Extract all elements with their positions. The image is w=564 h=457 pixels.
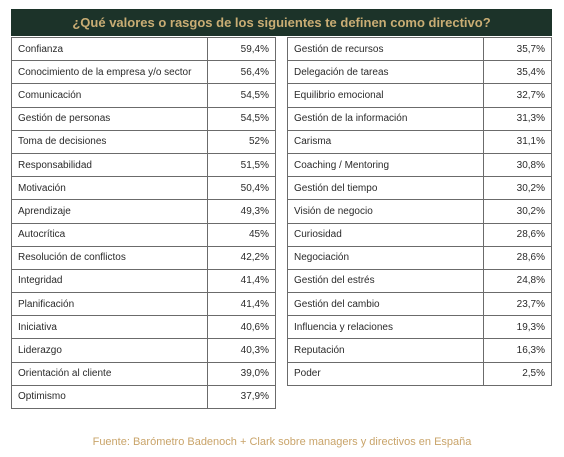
trait-percentage: 51,5% xyxy=(207,152,276,178)
trait-percentage: 42,2% xyxy=(207,245,276,270)
table-row: Poder 2,5% xyxy=(287,361,552,386)
trait-label: Gestión de personas xyxy=(11,106,208,131)
trait-label: Resolución de conflictos xyxy=(11,245,208,270)
table-title: ¿Qué valores o rasgos de los siguientes … xyxy=(11,9,552,36)
table-row: Gestión del estrés 24,8% xyxy=(287,268,552,294)
trait-percentage: 35,7% xyxy=(483,36,552,62)
table-row: Equilibrio emocional 32,7% xyxy=(287,83,552,108)
table-row: Gestión de recursos 35,7% xyxy=(287,36,552,62)
trait-percentage: 19,3% xyxy=(483,315,552,340)
trait-label: Confianza xyxy=(11,36,208,62)
trait-label: Gestión de la información xyxy=(287,106,484,131)
trait-label: Reputación xyxy=(287,338,484,363)
trait-percentage: 41,4% xyxy=(207,292,276,317)
table-row: Iniciativa 40,6% xyxy=(11,315,276,340)
trait-label: Conocimiento de la empresa y/o sector xyxy=(11,60,208,85)
table-row: Toma de decisiones 52% xyxy=(11,129,276,154)
trait-label: Comunicación xyxy=(11,83,208,108)
trait-label: Orientación al cliente xyxy=(11,361,208,386)
trait-label: Influencia y relaciones xyxy=(287,315,484,340)
table-row: Gestión de personas 54,5% xyxy=(11,106,276,131)
trait-label: Gestión del tiempo xyxy=(287,176,484,201)
table-row: Orientación al cliente 39,0% xyxy=(11,361,276,386)
trait-label: Gestión del cambio xyxy=(287,292,484,317)
table-row: Delegación de tareas 35,4% xyxy=(287,60,552,85)
trait-percentage: 31,3% xyxy=(483,106,552,131)
trait-percentage: 45% xyxy=(207,222,276,247)
trait-label: Equilibrio emocional xyxy=(287,83,484,108)
table-row: Gestión del cambio 23,7% xyxy=(287,292,552,317)
trait-percentage: 56,4% xyxy=(207,60,276,85)
table-row: Conocimiento de la empresa y/o sector 56,… xyxy=(11,60,276,85)
trait-percentage: 59,4% xyxy=(207,36,276,62)
table-row: Gestión del tiempo 30,2% xyxy=(287,176,552,201)
trait-label: Gestión del estrés xyxy=(287,268,484,294)
trait-percentage: 23,7% xyxy=(483,292,552,317)
trait-percentage: 40,3% xyxy=(207,338,276,363)
table-row: Optimismo 37,9% xyxy=(11,384,276,410)
trait-percentage: 52% xyxy=(207,129,276,154)
trait-percentage: 32,7% xyxy=(483,83,552,108)
trait-percentage: 54,5% xyxy=(207,106,276,131)
trait-label: Gestión de recursos xyxy=(287,36,484,62)
trait-percentage: 35,4% xyxy=(483,60,552,85)
trait-percentage: 28,6% xyxy=(483,245,552,270)
trait-percentage: 28,6% xyxy=(483,222,552,247)
trait-label: Autocrítica xyxy=(11,222,208,247)
trait-label: Optimismo xyxy=(11,384,208,410)
trait-percentage: 30,2% xyxy=(483,199,552,224)
source-note: Fuente: Barómetro Badenoch + Clark sobre… xyxy=(92,436,472,448)
table-row: Visión de negocio 30,2% xyxy=(287,199,552,224)
table-row: Aprendizaje 49,3% xyxy=(11,199,276,224)
trait-percentage: 40,6% xyxy=(207,315,276,340)
trait-percentage: 50,4% xyxy=(207,176,276,201)
trait-label: Responsabilidad xyxy=(11,152,208,178)
table-row: Carisma 31,1% xyxy=(287,129,552,154)
table-row: Influencia y relaciones 19,3% xyxy=(287,315,552,340)
trait-percentage: 30,2% xyxy=(483,176,552,201)
trait-label: Integridad xyxy=(11,268,208,294)
values-table-left: Confianza 59,4% Conocimiento de la empresa… xyxy=(11,36,276,410)
trait-percentage: 39,0% xyxy=(207,361,276,386)
trait-label: Planificación xyxy=(11,292,208,317)
table-row: Autocrítica 45% xyxy=(11,222,276,247)
table-row: Planificación 41,4% xyxy=(11,292,276,317)
trait-label: Delegación de tareas xyxy=(287,60,484,85)
trait-label: Liderazgo xyxy=(11,338,208,363)
trait-label: Aprendizaje xyxy=(11,199,208,224)
table-row: Motivación 50,4% xyxy=(11,176,276,201)
table-row: Gestión de la información 31,3% xyxy=(287,106,552,131)
trait-label: Visión de negocio xyxy=(287,199,484,224)
table-row: Comunicación 54,5% xyxy=(11,83,276,108)
table-row: Integridad 41,4% xyxy=(11,268,276,294)
trait-label: Motivación xyxy=(11,176,208,201)
table-row: Coaching / Mentoring 30,8% xyxy=(287,152,552,178)
trait-percentage: 54,5% xyxy=(207,83,276,108)
table-row: Resolución de conflictos 42,2% xyxy=(11,245,276,270)
table-row: Responsabilidad 51,5% xyxy=(11,152,276,178)
trait-label: Poder xyxy=(287,361,484,386)
trait-percentage: 24,8% xyxy=(483,268,552,294)
trait-percentage: 41,4% xyxy=(207,268,276,294)
trait-percentage: 49,3% xyxy=(207,199,276,224)
trait-percentage: 16,3% xyxy=(483,338,552,363)
trait-label: Toma de decisiones xyxy=(11,129,208,154)
trait-percentage: 2,5% xyxy=(483,361,552,386)
trait-percentage: 30,8% xyxy=(483,152,552,178)
table-row: Curiosidad 28,6% xyxy=(287,222,552,247)
values-table-right: Gestión de recursos 35,7% Delegación de ta… xyxy=(287,36,552,386)
table-row: Liderazgo 40,3% xyxy=(11,338,276,363)
table-row: Negociación 28,6% xyxy=(287,245,552,270)
table-row: Confianza 59,4% xyxy=(11,36,276,62)
trait-percentage: 31,1% xyxy=(483,129,552,154)
trait-percentage: 37,9% xyxy=(207,384,276,410)
trait-label: Curiosidad xyxy=(287,222,484,247)
table-row: Reputación 16,3% xyxy=(287,338,552,363)
trait-label: Carisma xyxy=(287,129,484,154)
trait-label: Coaching / Mentoring xyxy=(287,152,484,178)
trait-label: Negociación xyxy=(287,245,484,270)
trait-label: Iniciativa xyxy=(11,315,208,340)
